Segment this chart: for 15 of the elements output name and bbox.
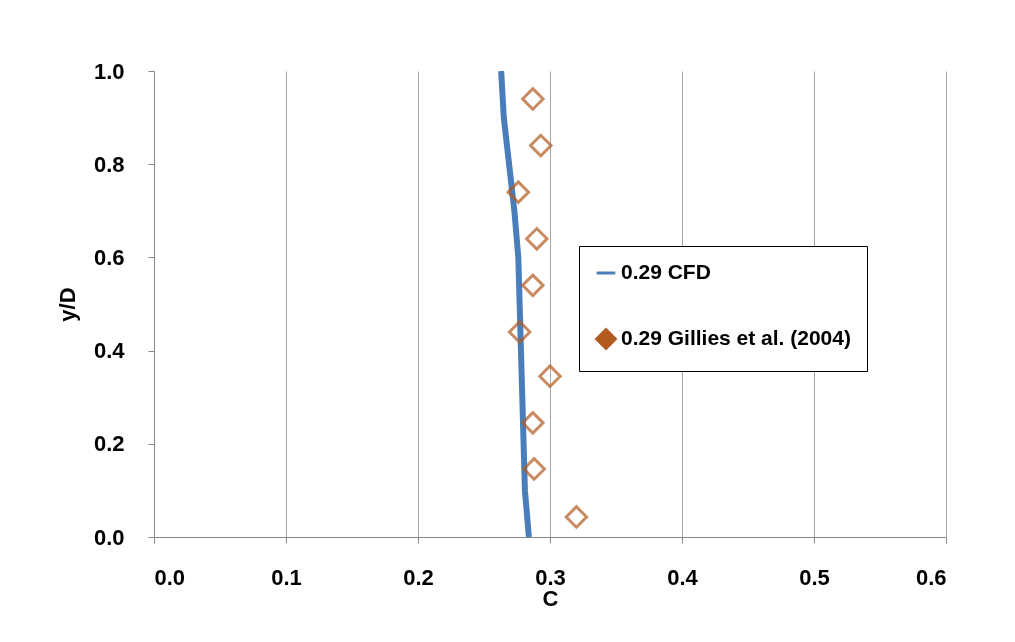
x-tick-label: 0.4 [667, 564, 699, 590]
y-tick-label: 0.6 [93, 244, 125, 270]
y-tick-label: 0.8 [93, 151, 125, 177]
y-tick-label: 0.0 [93, 524, 125, 550]
x-tick-label: 0.5 [799, 564, 830, 590]
y-tick-label: 1.0 [93, 58, 125, 84]
legend-label: 0.29 CFD [621, 260, 711, 283]
y-tick-label: 0.4 [93, 338, 126, 364]
y-tick-label: 0.2 [93, 431, 125, 457]
legend-label: 0.29 Gillies et al. (2004) [621, 326, 851, 349]
x-tick-label: 0.2 [403, 564, 434, 590]
x-tick-label: 0.1 [271, 564, 302, 590]
y-axis-title: y/D [54, 287, 80, 322]
x-tick-label: 0.6 [915, 564, 947, 590]
x-tick-label: 0.0 [154, 564, 186, 590]
